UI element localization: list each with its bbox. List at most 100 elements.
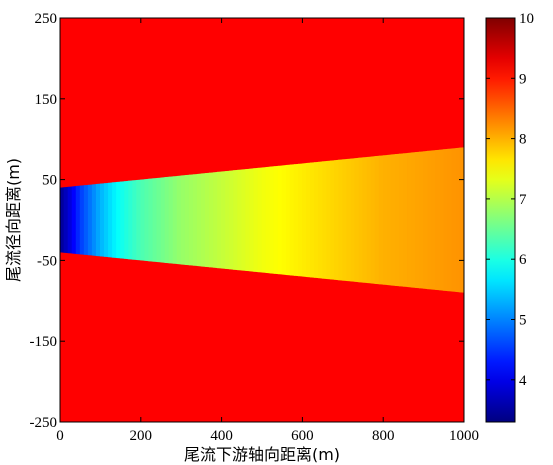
wake-cell xyxy=(209,172,214,268)
colorbar-tick-label: 8 xyxy=(519,132,527,148)
wake-cell xyxy=(225,170,231,270)
wake-cell xyxy=(136,179,142,261)
colorbar-tick-label: 7 xyxy=(519,192,527,208)
x-tick-label: 800 xyxy=(372,428,395,444)
wake-cell xyxy=(407,152,412,288)
wake-cell xyxy=(164,176,170,264)
wake-cell xyxy=(60,187,65,253)
y-tick-label: 150 xyxy=(35,92,58,108)
wake-cell xyxy=(229,170,235,270)
wake-cell xyxy=(342,159,348,281)
wake-cell xyxy=(451,148,457,292)
wake-cell xyxy=(378,155,384,285)
colorbar-tick-label: 10 xyxy=(519,11,534,27)
wake-cell xyxy=(245,168,251,272)
wake-cell xyxy=(168,176,174,264)
wake-cell xyxy=(346,158,352,282)
wake-cell xyxy=(176,175,182,265)
wake-cell xyxy=(213,171,218,269)
wake-cell xyxy=(386,154,392,286)
wake-cell xyxy=(306,162,311,278)
wake-cell xyxy=(63,186,69,254)
wake-cell xyxy=(108,182,113,258)
wake-cell xyxy=(152,177,158,263)
wake-cell xyxy=(318,161,323,279)
wake-cell xyxy=(455,147,461,293)
wake-cell xyxy=(144,178,150,262)
wake-cell xyxy=(172,175,178,265)
wake-cell xyxy=(257,167,263,273)
wake-cell xyxy=(334,159,340,281)
wake-cell xyxy=(196,173,202,267)
wake-cell xyxy=(124,180,130,260)
x-axis-label: 尾流下游轴向距离(m) xyxy=(184,445,340,464)
wake-cell xyxy=(411,152,416,288)
wake-cell xyxy=(184,174,190,266)
wake-cell xyxy=(140,179,146,261)
wake-cell xyxy=(71,186,77,254)
wake-cell xyxy=(285,164,291,276)
wake-cell xyxy=(366,156,372,284)
wake-cell xyxy=(293,163,299,277)
x-axis-ticks: 0 200 400 600 800 1000 xyxy=(56,18,479,444)
wake-cell xyxy=(132,180,138,260)
wake-cell xyxy=(326,160,332,280)
wake-cell xyxy=(330,160,336,280)
wake-cell xyxy=(370,156,376,284)
wake-cell xyxy=(217,171,222,269)
x-tick-label: 400 xyxy=(210,428,233,444)
wake-cell xyxy=(269,166,275,274)
colorbar-tick-label: 6 xyxy=(519,252,527,268)
wake-cell xyxy=(205,172,210,268)
wake-cell xyxy=(237,169,243,271)
wake-cell xyxy=(277,165,283,275)
wake-cell xyxy=(374,155,380,285)
wake-cell xyxy=(128,180,134,260)
y-tick-label: 250 xyxy=(35,11,58,27)
colorbar: 10 9 8 7 6 5 4 xyxy=(485,11,534,423)
plot-area: 0 200 400 600 800 1000 250 150 50 -50 -150 -250 xyxy=(30,11,480,444)
wake-cell xyxy=(188,174,194,266)
wake-cell xyxy=(91,184,97,256)
wake-cell xyxy=(249,168,255,272)
wake-cell xyxy=(75,185,81,255)
wake-cell xyxy=(116,181,121,259)
wake-cell xyxy=(100,183,105,257)
x-tick-label: 200 xyxy=(130,428,153,444)
wake-cell xyxy=(439,149,445,291)
wake-cell xyxy=(447,148,453,292)
colorbar-gradient xyxy=(485,17,516,423)
wake-cell xyxy=(459,147,464,293)
wake-cell xyxy=(423,150,429,290)
wake-cell xyxy=(398,153,404,287)
wake-cell xyxy=(261,167,267,273)
x-tick-label: 0 xyxy=(56,428,64,444)
wake-cell xyxy=(265,166,271,274)
wake-cell xyxy=(322,161,328,279)
wake-cell xyxy=(354,157,360,283)
wake-cell xyxy=(273,165,279,275)
wake-cell xyxy=(382,154,388,286)
wake-cell xyxy=(221,171,227,269)
wake-cell xyxy=(253,167,259,273)
wake-cell xyxy=(281,165,287,275)
y-tick-label: -150 xyxy=(30,334,58,350)
colorbar-ticks: 10 9 8 7 6 5 4 xyxy=(486,11,534,389)
wake-cell xyxy=(201,173,206,267)
x-tick-label: 1000 xyxy=(449,428,479,444)
wake-cell xyxy=(431,150,437,290)
x-tick-label: 600 xyxy=(291,428,314,444)
colorbar-tick-label: 5 xyxy=(519,312,527,328)
wake-cell xyxy=(302,163,307,277)
wake-cell xyxy=(180,175,186,265)
wake-cell xyxy=(112,182,117,258)
wake-cell xyxy=(403,152,408,288)
wake-cell xyxy=(156,177,162,263)
wake-cell xyxy=(104,182,109,258)
y-axis-label: 尾流径向距离(m) xyxy=(4,158,23,282)
plot-frame xyxy=(59,17,465,423)
wake-cell xyxy=(350,158,356,282)
wake-cell xyxy=(310,162,315,278)
wake-cell xyxy=(443,148,449,292)
